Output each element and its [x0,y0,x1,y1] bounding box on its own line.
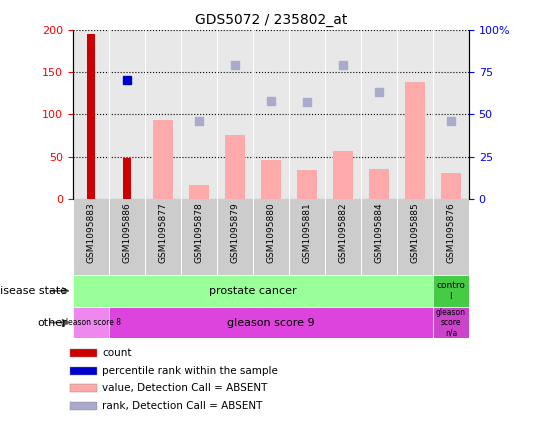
Text: rank, Detection Call = ABSENT: rank, Detection Call = ABSENT [102,401,263,411]
Text: gleason score 8: gleason score 8 [61,318,121,327]
Bar [70,384,97,392]
Text: percentile rank within the sample: percentile rank within the sample [102,365,278,376]
Bar [333,151,353,199]
Bar [225,135,245,199]
Text: gleason
score
n/a: gleason score n/a [436,308,466,338]
Text: prostate cancer: prostate cancer [209,286,296,296]
Text: disease state: disease state [0,286,67,296]
Bar [70,366,97,375]
Text: contro
l: contro l [437,281,465,300]
Bar [123,158,131,199]
Bar [153,120,172,199]
Bar [87,34,95,199]
Bar [70,349,97,357]
Bar [433,307,469,338]
Text: GSM1095885: GSM1095885 [410,203,419,264]
Text: GSM1095886: GSM1095886 [122,203,132,264]
Bar [441,173,461,199]
Text: GSM1095883: GSM1095883 [86,203,95,264]
Bar [261,160,281,199]
Bar [73,307,109,338]
Text: other: other [38,318,67,327]
Text: GSM1095881: GSM1095881 [302,203,312,264]
Text: GSM1095878: GSM1095878 [195,203,203,264]
Bar [433,275,469,307]
Text: value, Detection Call = ABSENT: value, Detection Call = ABSENT [102,383,268,393]
Bar [189,185,209,199]
Text: GSM1095880: GSM1095880 [266,203,275,264]
Bar [297,170,317,199]
Bar [70,402,97,410]
Title: GDS5072 / 235802_at: GDS5072 / 235802_at [195,13,347,27]
Text: GSM1095876: GSM1095876 [446,203,455,264]
Text: GSM1095877: GSM1095877 [158,203,167,264]
Text: count: count [102,348,132,358]
Text: GSM1095882: GSM1095882 [338,203,347,263]
Bar [109,307,433,338]
Bar [405,82,425,199]
Bar [369,169,389,199]
Text: GSM1095884: GSM1095884 [375,203,383,263]
Text: GSM1095879: GSM1095879 [230,203,239,264]
Text: gleason score 9: gleason score 9 [227,318,315,327]
